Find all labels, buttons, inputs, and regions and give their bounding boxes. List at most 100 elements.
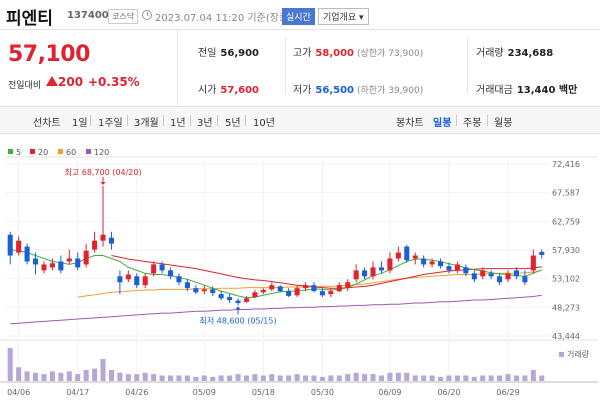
line-chart-button[interactable]: 선차트 xyxy=(33,118,61,129)
high-value: 58,000 xyxy=(315,48,354,59)
volume-bar xyxy=(370,374,376,381)
volume-bar xyxy=(252,374,258,381)
x-tick-label: 05/18 xyxy=(252,388,275,397)
volume-bar xyxy=(522,375,528,381)
y-tick-label: 53,102 xyxy=(552,275,580,284)
high-annotation: 최고 68,700 (04/20) xyxy=(64,167,141,177)
period-3m[interactable]: 3개월 xyxy=(134,118,159,129)
high-label: 고가 xyxy=(293,48,312,59)
volume-bar xyxy=(108,370,114,381)
upper-limit: (상한가 73,900) xyxy=(357,49,424,59)
volume-bar xyxy=(184,375,190,381)
candle-down xyxy=(421,258,427,265)
period-3y[interactable]: 3년 xyxy=(197,118,213,129)
candle-up xyxy=(49,263,55,268)
up-arrow-icon xyxy=(46,76,58,86)
y-tick-label: 62,759 xyxy=(552,217,580,226)
x-tick-label: 06/09 xyxy=(378,388,401,397)
candle-down xyxy=(24,246,30,262)
candle-up xyxy=(505,273,511,280)
realtime-button[interactable]: 실시간 xyxy=(282,8,315,25)
candle-monthly[interactable]: 월봉 xyxy=(494,118,513,129)
candle-down xyxy=(438,261,444,267)
company-info-dropdown[interactable]: 기업개요 ▾ xyxy=(318,8,369,25)
volume-bar xyxy=(75,374,81,381)
x-tick-label: 06/20 xyxy=(437,388,460,397)
candle-down xyxy=(134,276,140,286)
period-10y[interactable]: 10년 xyxy=(253,118,275,129)
candle-up xyxy=(41,264,47,271)
volume-bar xyxy=(395,372,401,381)
change-label: 전일대비 xyxy=(8,81,42,91)
candle-up xyxy=(260,289,266,293)
period-5y[interactable]: 5년 xyxy=(225,118,241,129)
volume-bar xyxy=(319,376,325,381)
volume-bar xyxy=(58,372,64,381)
candle-down xyxy=(513,270,519,277)
candle-up xyxy=(83,250,89,265)
low-cell: 저가 56,500 (하한가 39,900) xyxy=(293,81,423,96)
y-tick-label: 48,273 xyxy=(552,303,580,312)
candle-down xyxy=(522,276,528,283)
timestamp: 2023.07.04 11:20 기준(장중) xyxy=(155,13,293,24)
volume-bar xyxy=(176,375,182,381)
high-arrow-head xyxy=(100,182,106,186)
candle-up xyxy=(412,255,418,259)
candle-down xyxy=(446,266,452,271)
volume-bar xyxy=(497,375,503,381)
volume-bar xyxy=(125,374,131,381)
volume-bar xyxy=(159,375,165,381)
volume-bar xyxy=(429,375,435,381)
candle-up xyxy=(454,264,460,271)
y-tick-label: 43,444 xyxy=(552,332,580,341)
volume-bar xyxy=(378,375,384,381)
x-tick-label: 04/17 xyxy=(66,388,89,397)
legend-swatch xyxy=(30,149,35,154)
candle-weekly[interactable]: 주봉 xyxy=(463,118,482,129)
candle-down xyxy=(286,291,292,296)
candle-down xyxy=(193,288,199,293)
volume-bar xyxy=(412,375,418,381)
candle-down xyxy=(311,285,317,292)
volume-bar xyxy=(269,374,275,381)
separator xyxy=(245,115,246,126)
volume-bar xyxy=(353,372,359,381)
volume-value: 234,688 xyxy=(507,48,554,59)
volume-bar xyxy=(24,371,30,381)
period-1y[interactable]: 1년 xyxy=(170,118,186,129)
x-tick-label: 06/29 xyxy=(497,388,520,397)
legend-ma120: 120 xyxy=(86,148,109,157)
candle-up xyxy=(480,270,486,277)
volume-bar xyxy=(243,375,249,381)
candle-down xyxy=(378,267,384,271)
candle-chart-button[interactable]: 봉차트 xyxy=(396,118,424,129)
candle-down xyxy=(218,294,224,299)
candle-down xyxy=(488,273,494,277)
current-price-box: 57,100 전일대비 200 +0.35% xyxy=(0,30,178,106)
candle-down xyxy=(117,276,123,283)
volume-bar xyxy=(454,375,460,381)
period-1d[interactable]: 1일 xyxy=(72,118,88,129)
volume-bar xyxy=(41,374,47,381)
volume-bar xyxy=(277,375,283,381)
stock-code: 137400 xyxy=(67,10,109,21)
candle-down xyxy=(184,282,190,289)
period-1w[interactable]: 1주일 xyxy=(98,118,123,129)
volume-legend-label: 거래량 xyxy=(567,349,590,359)
volume-cell: 거래량 234,688 xyxy=(476,44,553,59)
legend-swatch xyxy=(86,149,91,154)
legend-swatch xyxy=(58,149,63,154)
prev-close-cell: 전일 56,900 xyxy=(198,44,259,59)
candle-daily[interactable]: 일봉 xyxy=(433,118,452,129)
volume-bar xyxy=(16,367,22,381)
lower-limit: (하한가 39,900) xyxy=(357,86,424,96)
y-tick-label: 67,587 xyxy=(552,189,580,198)
volume-bar xyxy=(362,374,368,381)
candle-down xyxy=(235,300,241,304)
volume-bar xyxy=(294,374,300,381)
volume-bar xyxy=(446,375,452,381)
separator xyxy=(456,115,457,126)
candle-down xyxy=(539,251,545,255)
volume-bar xyxy=(7,348,13,381)
